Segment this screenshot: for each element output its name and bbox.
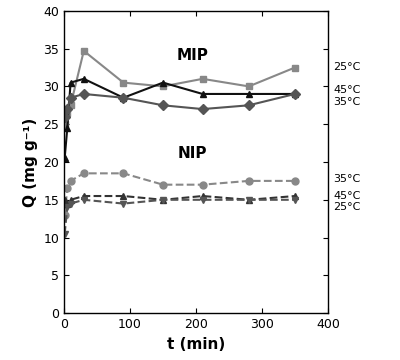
Text: 35°C: 35°C <box>333 174 360 184</box>
Text: 25°C: 25°C <box>333 63 361 72</box>
Text: 25°C: 25°C <box>333 202 361 212</box>
X-axis label: t (min): t (min) <box>167 337 225 352</box>
Text: NIP: NIP <box>178 146 208 161</box>
Text: MIP: MIP <box>177 48 209 63</box>
Text: 45°C: 45°C <box>333 85 361 95</box>
Y-axis label: Q (mg g⁻¹): Q (mg g⁻¹) <box>23 117 38 207</box>
Text: 45°C: 45°C <box>333 191 361 201</box>
Text: 35°C: 35°C <box>333 96 360 107</box>
